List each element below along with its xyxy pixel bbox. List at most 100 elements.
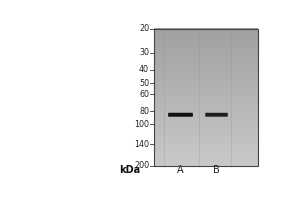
Bar xyxy=(154,103,258,104)
Bar xyxy=(154,76,258,78)
Bar xyxy=(154,131,258,133)
Bar xyxy=(154,135,258,136)
FancyBboxPatch shape xyxy=(168,112,193,116)
Bar xyxy=(154,118,258,119)
Bar xyxy=(154,134,258,135)
Bar xyxy=(154,147,258,149)
Bar xyxy=(154,50,258,51)
Bar xyxy=(154,52,258,54)
Bar xyxy=(154,136,258,137)
Bar xyxy=(154,139,258,141)
Bar xyxy=(154,48,258,49)
Bar xyxy=(154,96,258,97)
Bar xyxy=(154,127,258,128)
Bar xyxy=(154,63,258,64)
Bar xyxy=(154,146,258,147)
Text: 40: 40 xyxy=(139,65,149,74)
Bar xyxy=(154,122,258,123)
Bar xyxy=(154,111,258,112)
Bar xyxy=(154,137,258,138)
Bar xyxy=(154,124,258,126)
Text: 30: 30 xyxy=(139,48,149,57)
Bar xyxy=(154,40,258,41)
Bar xyxy=(154,108,258,110)
FancyBboxPatch shape xyxy=(168,113,193,117)
Bar xyxy=(154,123,258,125)
Text: 50: 50 xyxy=(139,79,149,88)
Bar xyxy=(154,151,258,152)
Bar xyxy=(154,67,258,69)
Bar xyxy=(154,145,258,146)
Bar xyxy=(154,91,258,93)
Bar xyxy=(154,115,258,117)
Bar xyxy=(154,120,258,121)
Bar xyxy=(154,35,258,37)
Bar xyxy=(154,73,258,74)
Bar xyxy=(154,32,258,33)
Text: kDa: kDa xyxy=(119,165,140,175)
Bar xyxy=(154,129,258,130)
Bar xyxy=(154,39,258,40)
Bar xyxy=(154,143,258,144)
Bar xyxy=(154,43,258,45)
Bar xyxy=(154,114,258,115)
Bar xyxy=(154,156,258,158)
Bar xyxy=(154,110,258,111)
Bar xyxy=(154,142,258,143)
Bar xyxy=(154,130,258,131)
Bar xyxy=(154,74,258,75)
Bar xyxy=(154,144,258,145)
Bar xyxy=(154,87,258,88)
Text: B: B xyxy=(213,165,220,175)
Bar xyxy=(154,90,258,91)
Bar xyxy=(154,30,258,31)
Bar xyxy=(154,57,258,58)
FancyBboxPatch shape xyxy=(206,113,228,117)
Bar xyxy=(154,153,258,154)
Bar xyxy=(154,128,258,129)
Bar xyxy=(154,164,258,166)
Bar xyxy=(154,60,258,62)
Bar xyxy=(154,75,258,77)
Bar xyxy=(154,72,258,73)
Bar xyxy=(154,99,258,101)
Bar xyxy=(154,95,258,96)
Bar xyxy=(154,36,258,38)
Bar xyxy=(154,163,258,165)
Bar xyxy=(154,55,258,56)
Bar xyxy=(154,81,258,82)
Bar xyxy=(154,41,258,42)
Bar xyxy=(154,100,258,102)
Bar xyxy=(154,92,258,94)
Bar xyxy=(154,148,258,150)
Bar xyxy=(154,107,258,109)
Bar xyxy=(154,46,258,47)
Bar xyxy=(154,80,258,81)
Bar xyxy=(154,152,258,153)
Bar xyxy=(154,79,258,80)
Bar xyxy=(154,34,258,35)
Bar xyxy=(154,155,258,157)
Bar xyxy=(154,68,258,70)
Bar xyxy=(154,88,258,89)
Bar xyxy=(154,116,258,118)
Bar xyxy=(154,162,258,163)
Bar xyxy=(154,71,258,72)
Bar xyxy=(154,86,258,87)
Bar xyxy=(154,150,258,151)
Bar xyxy=(154,138,258,139)
Text: 20: 20 xyxy=(139,24,149,33)
Text: 140: 140 xyxy=(134,140,149,149)
Bar xyxy=(154,94,258,95)
Bar xyxy=(154,70,258,71)
Bar xyxy=(154,84,258,86)
Bar xyxy=(154,113,258,114)
Bar xyxy=(154,97,258,98)
Text: 60: 60 xyxy=(139,90,149,99)
Bar xyxy=(154,112,258,113)
Bar xyxy=(154,106,258,107)
Text: 100: 100 xyxy=(134,120,149,129)
Bar xyxy=(154,158,258,159)
Bar xyxy=(154,105,258,106)
Bar xyxy=(154,132,258,134)
